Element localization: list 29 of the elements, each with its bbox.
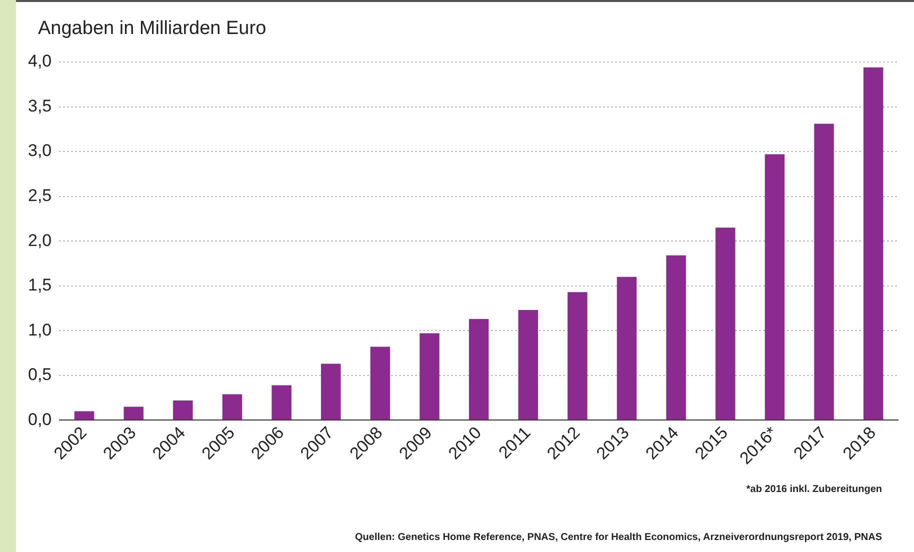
bar <box>616 276 637 420</box>
bar <box>74 411 94 420</box>
text: *ab 2016 inkl. Zubereitungen <box>746 484 882 495</box>
bar <box>272 385 292 420</box>
bar <box>716 228 736 420</box>
bar <box>173 400 193 420</box>
bar <box>814 124 834 420</box>
y-tick-label: 3,0 <box>28 141 52 160</box>
y-tick-label: 0,5 <box>28 365 52 384</box>
bar <box>124 406 144 420</box>
y-axis-title: Angaben in Milliarden Euro <box>38 18 266 40</box>
y-tick-label: 4,0 <box>28 52 52 71</box>
source-note: Quellen: Genetics Home Reference, PNAS, Centre for Health Economics, Arzneiverordnungsreport 2019, PNAS <box>355 532 882 543</box>
bar <box>764 154 785 420</box>
bar <box>468 318 489 420</box>
bar <box>420 333 440 420</box>
bar <box>863 67 884 420</box>
bar <box>222 394 242 420</box>
y-tick-label: 0,0 <box>28 410 52 429</box>
y-tick-label: 3,5 <box>28 96 52 116</box>
y-tick-label: 2,5 <box>28 186 52 205</box>
y-tick-label: 1,0 <box>28 320 52 340</box>
y-tick-label: 1,5 <box>28 276 52 295</box>
bar <box>370 346 390 420</box>
bar <box>321 364 341 420</box>
y-tick-label: 2,0 <box>28 230 52 250</box>
bar <box>666 255 686 420</box>
bar <box>518 310 538 420</box>
bar <box>568 292 588 420</box>
